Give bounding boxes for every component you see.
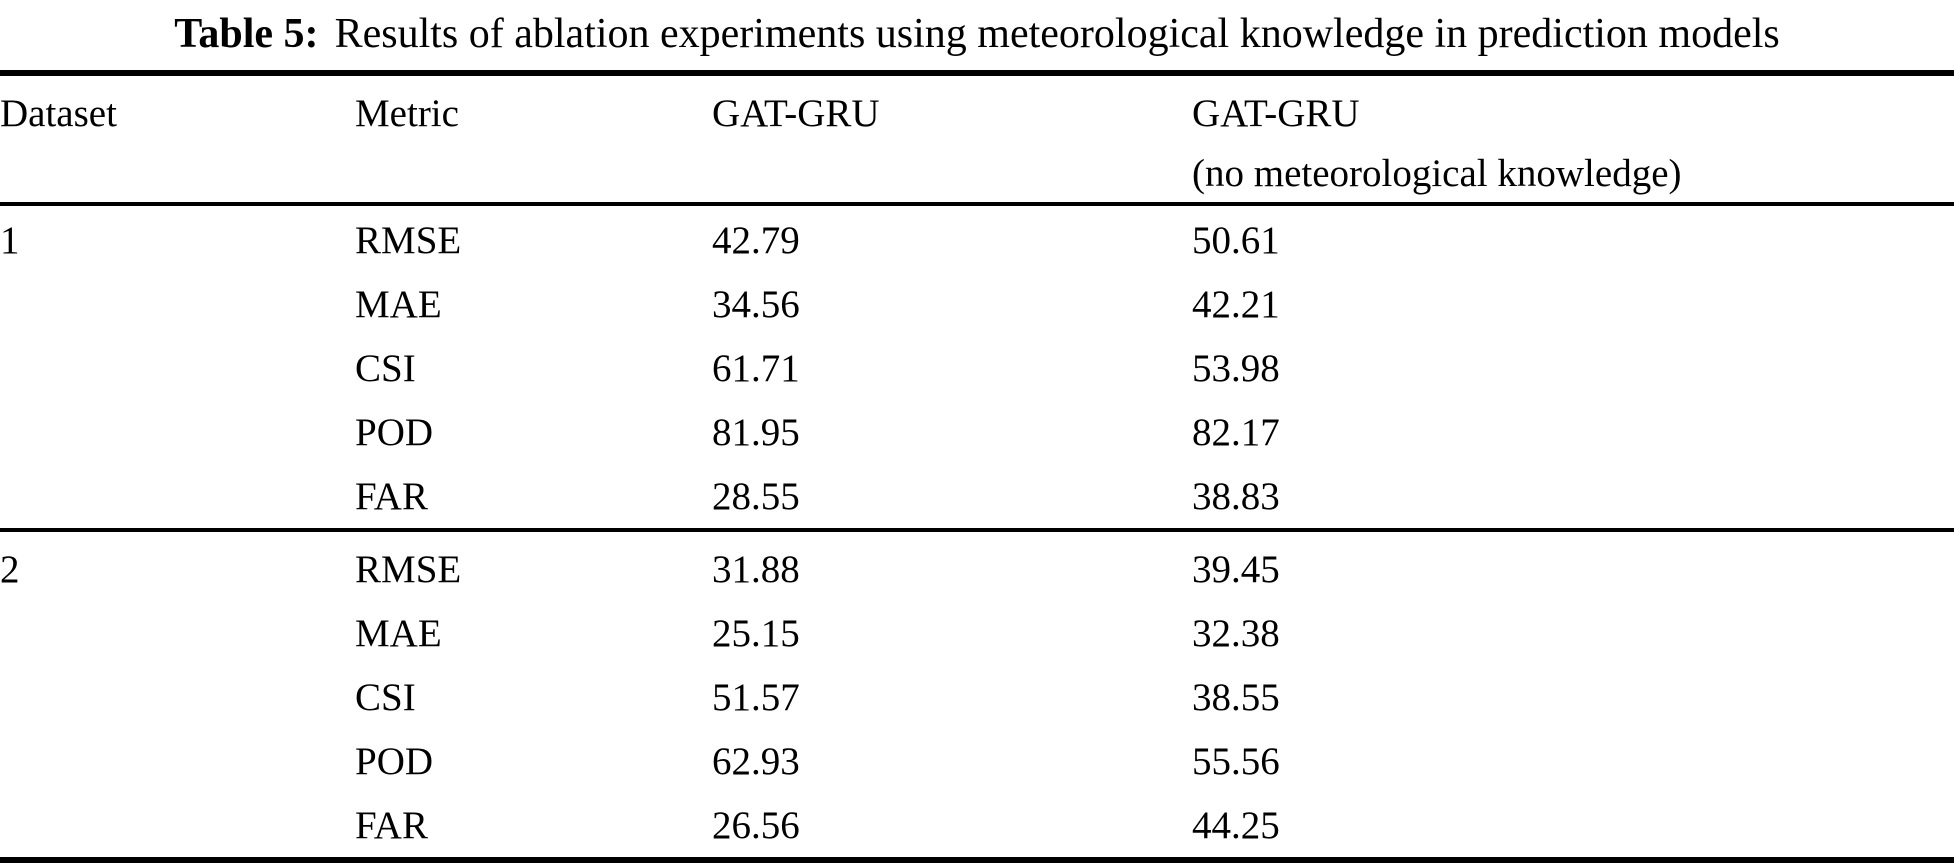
column-header-gat-gru-ablated: GAT-GRU (no meteorological knowledge) [1192,84,1954,204]
table-caption-text: Results of ablation experiments using me… [334,11,1780,57]
table-row: POD 62.93 55.56 [0,729,1954,793]
gat-gru-no-met-value-cell: 50.61 [1192,218,1280,262]
metric-cell: MAE [355,282,442,326]
column-header-metric: Metric [355,92,459,135]
column-header-gat-gru: GAT-GRU [712,92,880,135]
metric-cell: RMSE [355,547,462,591]
table-row: FAR 26.56 44.25 [0,793,1954,857]
column-header-gat-gru-ablated-line1: GAT-GRU [1192,92,1360,135]
table-bottom-rule [0,857,1954,863]
table-row: POD 81.95 82.17 [0,400,1954,464]
table-row: CSI 61.71 53.98 [0,336,1954,400]
dataset-2-group: 2 RMSE 31.88 39.45 MAE 25.15 32.38 CSI 5… [0,532,1954,857]
gat-gru-no-met-value-cell: 32.38 [1192,611,1280,655]
gat-gru-no-met-value-cell: 39.45 [1192,547,1280,591]
gat-gru-no-met-value-cell: 42.21 [1192,282,1280,326]
gat-gru-no-met-value-cell: 38.83 [1192,474,1280,518]
table-caption: Table 5: Results of ablation experiments … [0,0,1954,70]
table-top-rule [0,70,1954,76]
dataset-1-group: 1 RMSE 42.79 50.61 MAE 34.56 42.21 CSI 6… [0,206,1954,528]
table-row: 2 RMSE 31.88 39.45 [0,537,1954,601]
table-row: MAE 25.15 32.38 [0,601,1954,665]
table-header-row: Dataset Metric GAT-GRU GAT-GRU (no meteo… [0,76,1954,202]
gat-gru-value-cell: 42.79 [712,218,800,262]
table-row: CSI 51.57 38.55 [0,665,1954,729]
gat-gru-value-cell: 62.93 [712,739,800,783]
table-row: MAE 34.56 42.21 [0,272,1954,336]
gat-gru-no-met-value-cell: 53.98 [1192,346,1280,390]
metric-cell: CSI [355,675,416,719]
metric-cell: RMSE [355,218,462,262]
gat-gru-value-cell: 31.88 [712,547,800,591]
gat-gru-no-met-value-cell: 55.56 [1192,739,1280,783]
gat-gru-no-met-value-cell: 44.25 [1192,803,1280,847]
dataset-cell: 2 [0,547,20,591]
metric-cell: FAR [355,803,428,847]
metric-cell: POD [355,739,434,783]
gat-gru-value-cell: 25.15 [712,611,800,655]
table-header-rule [0,202,1954,206]
column-header-gat-gru-ablated-line2: (no meteorological knowledge) [1192,152,1682,195]
gat-gru-no-met-value-cell: 38.55 [1192,675,1280,719]
gat-gru-value-cell: 26.56 [712,803,800,847]
table-caption-label: Table 5: [174,11,319,57]
gat-gru-value-cell: 51.57 [712,675,800,719]
metric-cell: POD [355,410,434,454]
metric-cell: MAE [355,611,442,655]
metric-cell: CSI [355,346,416,390]
dataset-cell: 1 [0,218,20,262]
metric-cell: FAR [355,474,428,518]
gat-gru-value-cell: 61.71 [712,346,800,390]
gat-gru-value-cell: 28.55 [712,474,800,518]
table-row: FAR 28.55 38.83 [0,464,1954,528]
table-group-divider-rule [0,528,1954,532]
table-row: 1 RMSE 42.79 50.61 [0,208,1954,272]
gat-gru-value-cell: 81.95 [712,410,800,454]
gat-gru-value-cell: 34.56 [712,282,800,326]
gat-gru-no-met-value-cell: 82.17 [1192,410,1280,454]
column-header-dataset: Dataset [0,92,117,135]
